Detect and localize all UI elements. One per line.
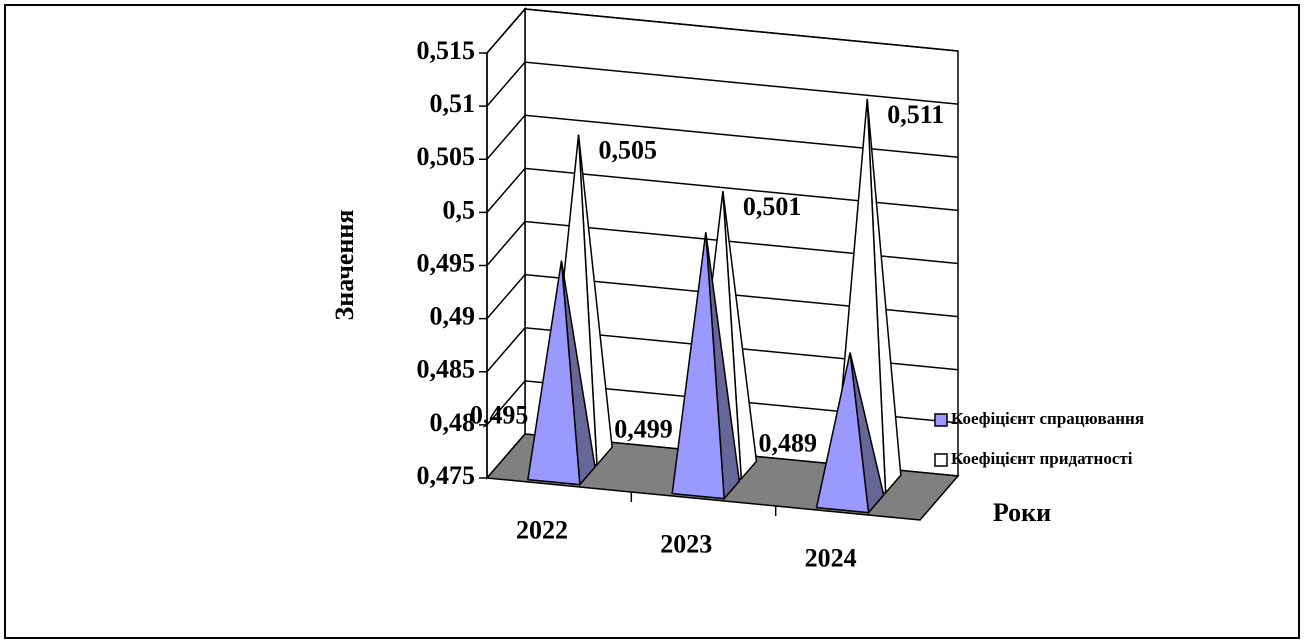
grid-line (486, 61, 959, 107)
data-label: 0,511 (887, 100, 944, 129)
grid-line (486, 273, 959, 320)
pyramid (527, 260, 596, 487)
y-tick-label: 0,49 (430, 302, 476, 331)
pyramid-front (527, 260, 581, 486)
legend-label: Коефіцієнт спрацювання (951, 409, 1144, 428)
y-tick-label: 0,505 (417, 142, 476, 171)
legend-swatch (934, 413, 948, 427)
legend-label: Коефіцієнт придатності (951, 449, 1133, 468)
data-label: 0,499 (614, 415, 673, 444)
data-label: 0,489 (759, 429, 818, 458)
pyramid-front (671, 232, 725, 500)
grid-line (486, 380, 959, 426)
y-tick-label: 0,48 (430, 408, 476, 437)
x-tick-label: 2024 (805, 543, 857, 572)
y-tick-label: 0,475 (417, 461, 476, 490)
x-tick-label: 2023 (660, 529, 712, 558)
grid-line (486, 114, 959, 160)
y-tick-label: 0,515 (417, 36, 476, 65)
pyramid (671, 232, 741, 501)
pyramid (815, 352, 885, 515)
x-tick-label: 2022 (516, 515, 568, 544)
x-axis-title: Роки (993, 498, 1051, 527)
y-tick-label: 0,495 (417, 248, 476, 277)
grid-line (486, 220, 959, 266)
data-label: 0,501 (743, 192, 802, 221)
legend-swatch (934, 453, 948, 467)
y-tick-label: 0,51 (430, 89, 476, 118)
pyramid-front (815, 352, 870, 514)
data-label: 0,505 (599, 136, 658, 165)
y-tick-label: 0,5 (443, 195, 476, 224)
data-label: 0,495 (470, 401, 529, 430)
grid-line (486, 326, 959, 373)
grid-line (486, 167, 959, 213)
y-tick-label: 0,485 (417, 355, 476, 384)
grid-line (486, 8, 959, 54)
y-axis-title: Значення (330, 210, 359, 321)
